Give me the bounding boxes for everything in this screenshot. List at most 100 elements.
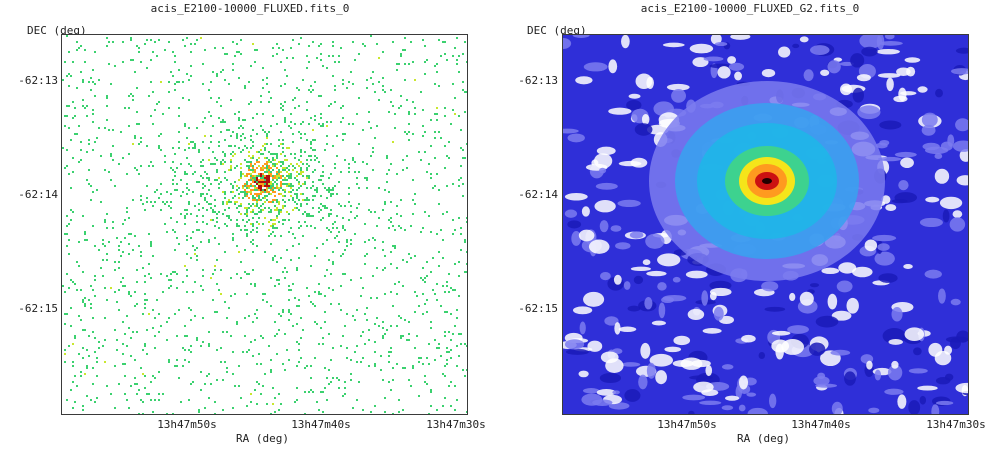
fits-image-canvas[interactable]	[563, 35, 968, 414]
count-pixel	[436, 107, 438, 109]
count-pixel	[456, 59, 458, 61]
count-pixel	[146, 393, 148, 395]
count-pixel	[400, 55, 402, 57]
count-pixel	[264, 163, 266, 165]
count-pixel	[282, 139, 284, 141]
count-pixel	[100, 267, 102, 269]
count-pixel	[266, 301, 268, 303]
count-pixel	[436, 63, 438, 65]
count-pixel	[78, 161, 80, 163]
count-pixel	[252, 211, 254, 213]
count-pixel	[196, 337, 198, 339]
count-pixel	[172, 147, 174, 149]
count-pixel	[264, 131, 266, 133]
count-pixel	[346, 241, 348, 243]
fits-image-canvas[interactable]	[62, 35, 467, 414]
count-pixel	[128, 327, 130, 329]
count-pixel	[278, 145, 280, 147]
count-pixel	[64, 61, 66, 63]
count-pixel	[328, 369, 330, 371]
count-pixel	[362, 331, 364, 333]
count-pixel	[334, 237, 336, 239]
count-pixel	[280, 187, 282, 189]
count-pixel	[72, 157, 74, 159]
count-pixel	[140, 195, 142, 197]
count-pixel	[130, 385, 132, 387]
count-pixel	[466, 263, 467, 265]
count-pixel	[164, 155, 166, 157]
count-pixel	[424, 73, 426, 75]
fits-image-frame[interactable]	[562, 34, 969, 415]
count-pixel	[204, 117, 206, 119]
noise-blob	[809, 283, 820, 288]
count-pixel	[182, 39, 184, 41]
count-pixel	[314, 291, 316, 293]
count-pixel	[392, 245, 394, 247]
noise-blob	[850, 53, 865, 68]
count-pixel	[456, 309, 458, 311]
count-pixel	[108, 41, 110, 43]
fits-image-frame[interactable]	[61, 34, 468, 415]
noise-blob	[830, 349, 851, 356]
count-pixel	[362, 287, 364, 289]
count-pixel	[78, 353, 80, 355]
count-pixel	[252, 157, 254, 159]
count-pixel	[284, 201, 286, 203]
count-pixel	[266, 83, 268, 85]
count-pixel	[112, 227, 114, 229]
noise-blob	[633, 275, 644, 285]
count-pixel	[114, 291, 116, 293]
count-pixel	[258, 175, 260, 177]
count-pixel	[144, 375, 146, 377]
count-pixel	[254, 199, 256, 201]
count-pixel	[458, 115, 460, 117]
count-pixel	[288, 177, 290, 179]
count-pixel	[160, 183, 162, 185]
count-pixel	[460, 129, 462, 131]
noise-blob	[621, 362, 641, 367]
count-pixel	[126, 207, 128, 209]
noise-blob	[831, 401, 843, 414]
noise-blob	[727, 56, 737, 64]
count-pixel	[186, 187, 188, 189]
count-pixel	[80, 375, 82, 377]
count-pixel	[92, 191, 94, 193]
count-pixel	[330, 103, 332, 105]
count-pixel	[62, 79, 64, 81]
count-pixel	[344, 159, 346, 161]
count-pixel	[302, 183, 304, 185]
count-pixel	[242, 173, 244, 175]
count-pixel	[424, 151, 426, 153]
count-pixel	[134, 137, 136, 139]
count-pixel	[342, 335, 344, 337]
count-pixel	[384, 397, 386, 399]
count-pixel	[372, 237, 374, 239]
count-pixel	[258, 173, 260, 175]
count-pixel	[214, 211, 216, 213]
count-pixel	[380, 355, 382, 357]
count-pixel	[124, 237, 126, 239]
count-pixel	[250, 179, 252, 181]
count-pixel	[244, 145, 246, 147]
count-pixel	[222, 203, 224, 205]
count-pixel	[194, 43, 196, 45]
count-pixel	[320, 327, 322, 329]
count-pixel	[266, 191, 268, 193]
count-pixel	[176, 335, 178, 337]
count-pixel	[314, 321, 316, 323]
count-pixel	[314, 159, 316, 161]
noise-blob	[618, 160, 642, 167]
count-pixel	[448, 331, 450, 333]
count-pixel	[334, 61, 336, 63]
count-pixel	[322, 171, 324, 173]
count-pixel	[254, 49, 256, 51]
count-pixel	[238, 117, 240, 119]
count-pixel	[466, 91, 467, 93]
count-pixel	[250, 169, 252, 171]
count-pixel	[280, 171, 282, 173]
count-pixel	[132, 95, 134, 97]
count-pixel	[306, 55, 308, 57]
count-pixel	[376, 267, 378, 269]
count-pixel	[246, 273, 248, 275]
noise-blob	[564, 192, 588, 201]
